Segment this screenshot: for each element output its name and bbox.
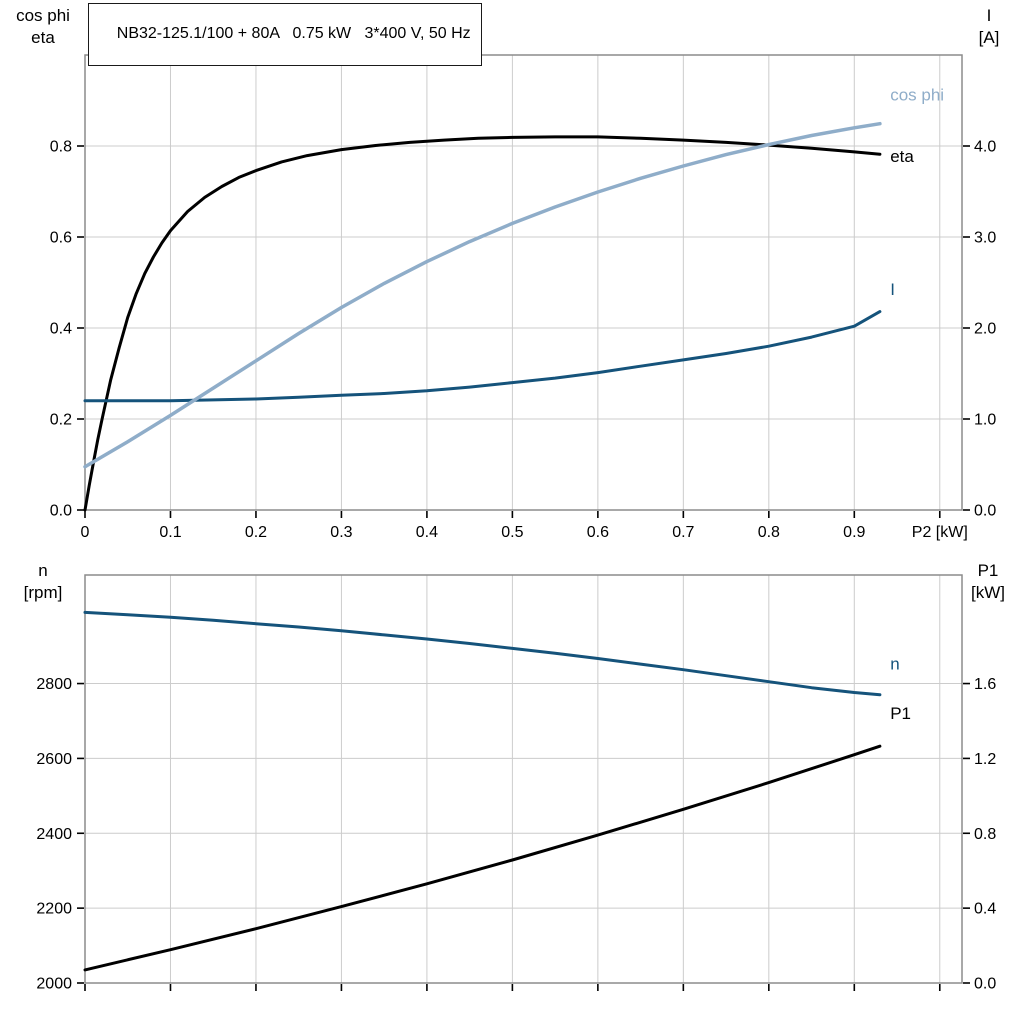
electrical-chart: 0 0.1 0.2 0.3 0.4 0.5 0.6 0.7 0.8 0.9 P2 [kW] 0.0 0.… bbox=[50, 54, 997, 542]
svg-text:0.4: 0.4 bbox=[974, 901, 996, 918]
curves bbox=[83, 121, 882, 512]
axis-unit-kw: [kW] bbox=[971, 583, 1005, 602]
svg-text:2.0: 2.0 bbox=[974, 321, 996, 338]
curve-cos-phi bbox=[83, 121, 882, 469]
svg-text:0.4: 0.4 bbox=[416, 524, 438, 541]
svg-text:0.0: 0.0 bbox=[974, 976, 996, 993]
top-left-axis-title: cos phi eta bbox=[4, 5, 82, 49]
svg-text:0.0: 0.0 bbox=[974, 503, 996, 520]
svg-text:0.8: 0.8 bbox=[758, 524, 780, 541]
bottom-right-axis-title: P1 [kW] bbox=[954, 560, 1022, 604]
chart-title: NB32-125.1/100 + 80A 0.75 kW 3*400 V, 50… bbox=[116, 25, 471, 42]
curve-label-current: I bbox=[890, 280, 895, 299]
svg-text:0.3: 0.3 bbox=[330, 524, 352, 541]
axis-unit-amps: [A] bbox=[978, 28, 1000, 47]
axis-title-p1: P1 bbox=[977, 561, 999, 580]
svg-text:0: 0 bbox=[81, 524, 90, 541]
svg-text:0.7: 0.7 bbox=[672, 524, 694, 541]
svg-text:0.9: 0.9 bbox=[843, 524, 865, 541]
curve-speed bbox=[83, 610, 882, 697]
top-right-axis-title: I [A] bbox=[958, 5, 1020, 49]
curves bbox=[83, 610, 882, 972]
tick-labels: 0 0.1 0.2 0.3 0.4 0.5 0.6 0.7 0.8 0.9 P2 [kW] 0.0 0.… bbox=[50, 139, 997, 542]
svg-text:2000: 2000 bbox=[36, 976, 72, 993]
curve-label-cos-phi: cos phi bbox=[890, 86, 944, 105]
mechanical-chart: 2000 2200 2400 2600 2800 0.0 0.4 0.8 1.2 1.6 n P1 bbox=[36, 574, 996, 993]
axis-unit-rpm: [rpm] bbox=[23, 583, 63, 602]
plot-frame bbox=[84, 574, 963, 984]
bottom-left-axis-title: n [rpm] bbox=[4, 560, 82, 604]
svg-text:0.0: 0.0 bbox=[50, 503, 72, 520]
svg-text:2200: 2200 bbox=[36, 901, 72, 918]
svg-text:0.2: 0.2 bbox=[245, 524, 267, 541]
curve-current bbox=[83, 310, 882, 403]
svg-text:1.0: 1.0 bbox=[974, 412, 996, 429]
x-axis-label: P2 [kW] bbox=[912, 524, 968, 541]
axis-ticks bbox=[77, 145, 970, 518]
curve-label-input-power: P1 bbox=[890, 704, 911, 723]
curve-label-eta: eta bbox=[890, 147, 914, 166]
curve-input-power bbox=[83, 744, 882, 972]
svg-text:0.6: 0.6 bbox=[50, 230, 72, 247]
svg-text:2400: 2400 bbox=[36, 826, 72, 843]
svg-text:2600: 2600 bbox=[36, 751, 72, 768]
plot-frame bbox=[84, 54, 963, 511]
axis-title-eta: eta bbox=[31, 28, 55, 47]
axis-title-current: I bbox=[986, 6, 992, 25]
svg-text:0.1: 0.1 bbox=[159, 524, 181, 541]
svg-text:1.2: 1.2 bbox=[974, 751, 996, 768]
gridlines bbox=[85, 575, 962, 983]
svg-text:0.4: 0.4 bbox=[50, 321, 72, 338]
svg-text:0.8: 0.8 bbox=[50, 139, 72, 156]
axis-title-speed: n bbox=[38, 561, 48, 580]
svg-text:1.6: 1.6 bbox=[974, 676, 996, 693]
svg-text:0.8: 0.8 bbox=[974, 826, 996, 843]
svg-text:0.2: 0.2 bbox=[50, 412, 72, 429]
curve-label-speed: n bbox=[890, 654, 899, 673]
svg-text:3.0: 3.0 bbox=[974, 230, 996, 247]
axis-ticks bbox=[77, 682, 970, 991]
axis-title-cos-phi: cos phi bbox=[16, 6, 70, 25]
svg-text:2800: 2800 bbox=[36, 676, 72, 693]
chart-title-box: NB32-125.1/100 + 80A 0.75 kW 3*400 V, 50… bbox=[88, 3, 482, 66]
tick-labels: 2000 2200 2400 2600 2800 0.0 0.4 0.8 1.2 1.6 bbox=[36, 676, 996, 992]
gridlines bbox=[85, 55, 962, 510]
svg-text:4.0: 4.0 bbox=[974, 139, 996, 156]
svg-text:0.5: 0.5 bbox=[501, 524, 523, 541]
curve-eta bbox=[83, 135, 882, 512]
svg-text:0.6: 0.6 bbox=[587, 524, 609, 541]
